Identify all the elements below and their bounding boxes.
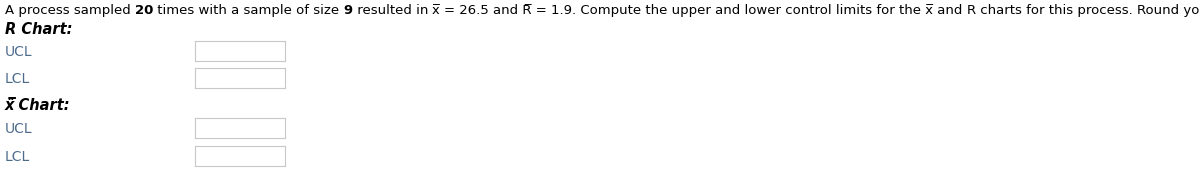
Text: LCL: LCL xyxy=(5,72,30,86)
Text: times with a sample of size: times with a sample of size xyxy=(154,4,343,17)
Text: charts for this process. Round your answers to two decimal places. Use: charts for this process. Round your answ… xyxy=(977,4,1200,17)
Text: R Chart:: R Chart: xyxy=(5,22,72,37)
Text: ẍ̅ = 26.5 and R̅ = 1.9. Compute the upper and lower control limits for the ẍ̅ an: ẍ̅ = 26.5 and R̅ = 1.9. Compute the uppe… xyxy=(432,4,967,17)
Text: UCL: UCL xyxy=(5,122,32,136)
Text: A process sampled: A process sampled xyxy=(5,4,134,17)
Text: resulted in: resulted in xyxy=(353,4,432,17)
Text: R: R xyxy=(967,4,977,17)
Text: 9: 9 xyxy=(343,4,353,17)
Text: ẍ̅ Chart:: ẍ̅ Chart: xyxy=(5,98,71,113)
Text: UCL: UCL xyxy=(5,45,32,59)
Text: LCL: LCL xyxy=(5,150,30,164)
Text: 20: 20 xyxy=(134,4,154,17)
